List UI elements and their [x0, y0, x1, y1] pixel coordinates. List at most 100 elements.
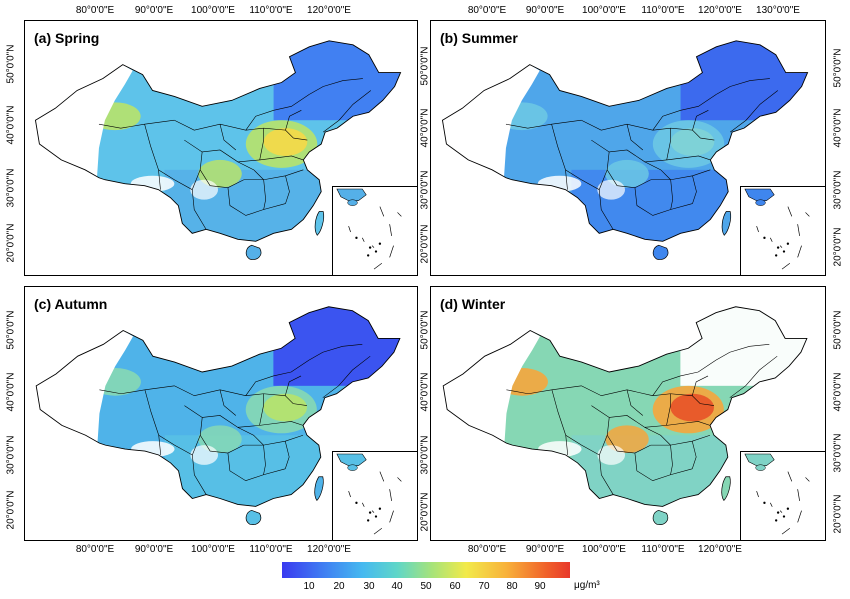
panel-spring: (a) Spring [24, 20, 418, 276]
colorbar-tick: 80 [506, 581, 518, 592]
province-boundary [284, 375, 302, 396]
nine-dash-segment [769, 237, 773, 242]
taiwan-island [721, 476, 731, 502]
inset-island [755, 199, 766, 206]
islet [355, 236, 358, 240]
panel-autumn: (c) Autumn [24, 286, 418, 541]
province-boundary [263, 179, 266, 210]
lat-tick-left: 50°0'0"N [5, 310, 17, 350]
province-boundary [670, 393, 715, 406]
taiwan-island [314, 476, 324, 502]
hainan-island [652, 244, 669, 260]
nine-dash-segment [397, 477, 402, 482]
province-boundary [144, 124, 161, 190]
lon-tick-bottom: 90°0'0"E [134, 544, 174, 555]
lon-tick-bottom: 110°0'0"E [249, 544, 293, 555]
province-boundary [551, 124, 568, 190]
lat-tick-right: 50°0'0"N [832, 48, 844, 88]
lat-tick-right: 20°0'0"N [832, 494, 844, 534]
colorbar-tick: 50 [420, 581, 432, 592]
field-south [571, 169, 741, 242]
nine-dash-segment [389, 489, 392, 501]
colorbar-tick: 10 [303, 581, 315, 592]
hainan-island [652, 509, 669, 525]
country-outline [34, 40, 402, 242]
islet [378, 242, 382, 245]
province-boundary [184, 405, 260, 428]
nine-dash-segment [373, 262, 383, 270]
data-gap [537, 175, 582, 192]
province-boundary [285, 110, 302, 131]
nine-dash-segment [348, 226, 351, 233]
nine-dash-segment [779, 245, 783, 248]
province-boundary [634, 187, 693, 216]
province-boundary [670, 445, 673, 475]
field-south [164, 169, 334, 242]
islet [368, 246, 372, 249]
colorbar-gradient [282, 562, 570, 578]
province-boundary [730, 90, 779, 133]
lon-tick-top: 110°0'0"E [249, 5, 293, 16]
field-northeast [680, 40, 808, 121]
province-boundary [263, 393, 308, 406]
colorbar-tick: 20 [333, 581, 345, 592]
province-boundary [237, 427, 264, 446]
lon-tick-top: 110°0'0"E [641, 5, 685, 16]
hainan-island [245, 509, 262, 525]
hainan-island [245, 244, 262, 260]
lon-tick-bottom: 80°0'0"E [467, 544, 507, 555]
lat-tick-mid: 20°0'0"N [419, 492, 431, 532]
nine-dash-segment [797, 510, 802, 523]
province-boundary [666, 128, 671, 160]
province-boundary [309, 78, 363, 95]
nine-dash-segment [781, 262, 791, 270]
nine-dash-segment [805, 477, 810, 482]
province-boundary [599, 454, 614, 495]
south-china-sea-inset [332, 186, 417, 275]
field-northeast [273, 40, 401, 121]
province-boundary [716, 78, 770, 95]
no-data-west [36, 330, 134, 444]
lon-tick-top: 100°0'0"E [582, 5, 626, 16]
nine-dash-segment [756, 226, 759, 233]
nine-dash-segment [797, 224, 800, 236]
province-boundary [192, 454, 207, 495]
lon-tick-bottom: 90°0'0"E [525, 544, 565, 555]
lat-tick-left: 40°0'0"N [5, 372, 17, 412]
province-boundary [692, 110, 709, 131]
lon-tick-top: 90°0'0"E [525, 5, 565, 16]
hotspot-north-china [670, 393, 714, 422]
lon-tick-bottom: 120°0'0"E [307, 544, 351, 555]
no-data-west [442, 64, 540, 178]
lon-tick-bottom: 100°0'0"E [582, 544, 626, 555]
province-boundary [158, 169, 201, 191]
province-boundary [263, 127, 308, 141]
lon-tick-bottom: 120°0'0"E [698, 544, 742, 555]
colorbar-tick: 30 [363, 581, 375, 592]
province-boundary [284, 441, 290, 469]
hotspot-north-china [263, 393, 307, 422]
data-gap [597, 445, 626, 465]
province-boundary [505, 119, 582, 129]
lat-tick-left: 50°0'0"N [5, 44, 17, 84]
islet [374, 250, 378, 253]
islet [378, 507, 382, 510]
lat-tick-right: 50°0'0"N [832, 310, 844, 350]
province-boundary [237, 161, 264, 180]
colorbar [282, 562, 570, 578]
nine-dash-segment [373, 527, 383, 535]
south-china-sea-inset [740, 451, 825, 540]
province-boundary [323, 90, 372, 133]
lat-tick-mid: 50°0'0"N [419, 310, 431, 350]
province-boundary [184, 139, 260, 163]
field-northeast [680, 306, 807, 386]
no-data-west [443, 330, 541, 444]
lat-tick-left: 20°0'0"N [5, 490, 17, 530]
province-boundary [259, 128, 264, 160]
nine-dash-segment [379, 206, 385, 217]
lat-tick-mid: 50°0'0"N [419, 46, 431, 86]
province-boundary [666, 421, 711, 426]
province-boundary [606, 417, 651, 454]
province-boundary [634, 452, 693, 482]
islet [786, 507, 790, 510]
